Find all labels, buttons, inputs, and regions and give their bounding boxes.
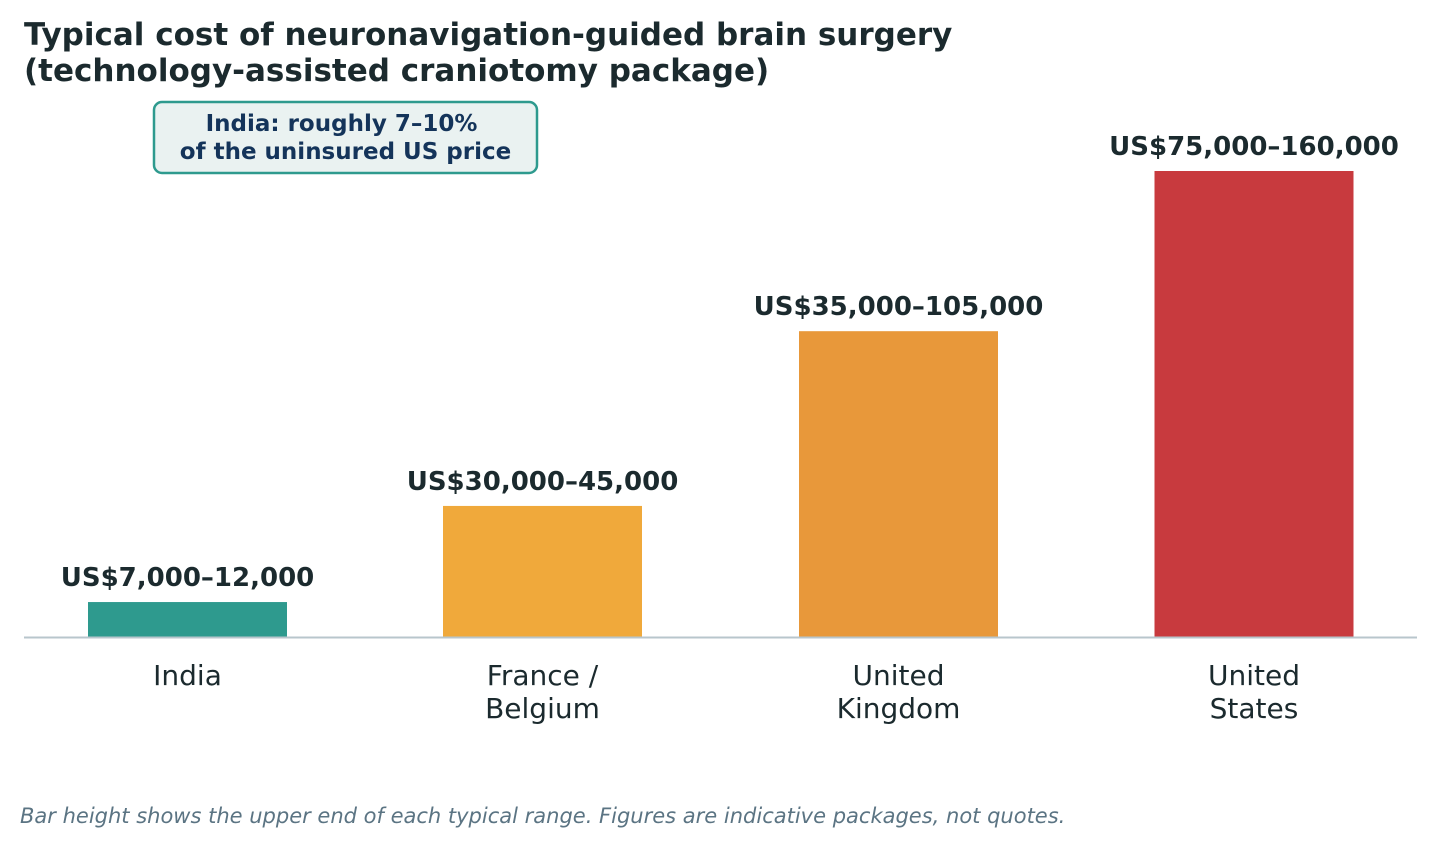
annotation-callout: India: roughly 7–10% of the uninsured US… [152,100,539,175]
annotation-box [152,100,539,175]
category-label-3: United States [1208,659,1300,725]
category-label-3-line-1: States [1210,692,1299,725]
category-label-2-line-0: United [853,659,945,692]
bar-value-labels: US$7,000–12,000 US$30,000–45,000 US$35,000… [61,132,1399,593]
annotation-line-2: of the uninsured US price [180,139,511,165]
bar-value-label-3: US$75,000–160,000 [1109,132,1399,162]
chart-title: Typical cost of neuronavigation-guided b… [24,17,963,89]
category-label-1-line-0: France / [487,659,599,692]
annotation-line-1: India: roughly 7–10% [206,111,478,137]
category-label-1-line-1: Belgium [485,692,600,725]
bar-2 [799,331,998,637]
bar-value-label-0: US$7,000–12,000 [61,563,315,593]
bar-1 [443,505,642,637]
category-label-3-line-0: United [1208,659,1300,692]
chart-title-line-1: Typical cost of neuronavigation-guided b… [24,17,952,53]
bar-3 [1154,171,1354,637]
bars [88,171,1354,637]
bar-0 [88,602,287,637]
category-label-2-line-1: Kingdom [837,692,961,725]
category-label-2: United Kingdom [837,659,961,725]
bar-value-label-1: US$30,000–45,000 [407,467,679,497]
category-label-0: India [153,659,222,692]
bar-value-label-2: US$35,000–105,000 [754,292,1044,322]
chart-title-line-2: (technology-assisted craniotomy package) [24,53,769,89]
category-label-0-line-0: India [153,659,222,692]
footnote: Bar height shows the upper end of each t… [20,804,1065,828]
annotation-text: India: roughly 7–10% of the uninsured US… [180,111,511,165]
category-label-1: France / Belgium [485,659,600,725]
